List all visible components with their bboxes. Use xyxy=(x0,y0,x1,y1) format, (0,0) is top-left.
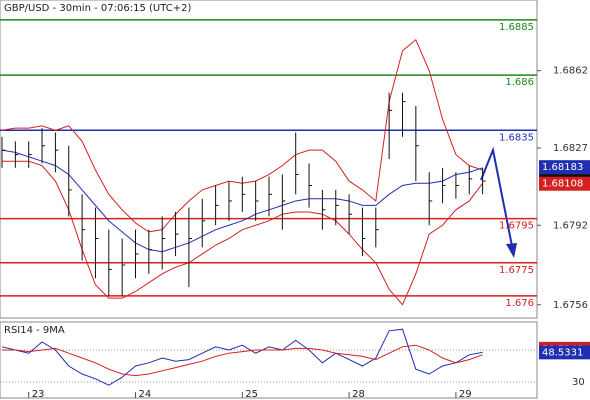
y-tick-label: 1.6756 xyxy=(553,300,588,311)
y-tick-label: 30 xyxy=(572,377,585,388)
y-tick-label: 1.6862 xyxy=(553,66,588,77)
x-tick-label: 28 xyxy=(352,389,365,400)
level-label: 1.6775 xyxy=(499,265,534,276)
x-tick-label: 29 xyxy=(459,389,472,400)
y-tick-label: 1.6827 xyxy=(553,143,588,154)
rsi-title: RSI14 - 9MA xyxy=(4,325,65,336)
rsi-panel xyxy=(0,321,538,399)
rsi xyxy=(1,328,483,386)
level-label: 1.6795 xyxy=(499,221,534,232)
x-tick-label: 25 xyxy=(245,389,258,400)
x-tick-label: 24 xyxy=(139,389,152,400)
price-tag xyxy=(539,176,590,191)
level-label: 1.6835 xyxy=(499,132,534,143)
level-label: 1.686 xyxy=(505,77,534,88)
price-tag-label: 48.5331 xyxy=(542,347,583,358)
level-label: 1.676 xyxy=(505,298,534,309)
chart-title: GBP/USD - 30min - 07:06:15 (UTC+2) xyxy=(4,3,191,14)
ma xyxy=(2,344,483,377)
x-tick-label: 23 xyxy=(32,389,45,400)
arrow-head xyxy=(506,243,517,258)
price-tag-label: 1.68108 xyxy=(542,179,583,190)
price-tag xyxy=(539,345,590,360)
level-label: 1.6885 xyxy=(499,22,534,33)
price-tag xyxy=(539,160,590,175)
moving-average xyxy=(1,149,483,253)
forecast-arrow xyxy=(480,146,513,247)
price-tag-label: 1.68183 xyxy=(542,162,583,173)
price-panel xyxy=(0,0,538,319)
y-tick-label: 1.6792 xyxy=(553,220,588,231)
